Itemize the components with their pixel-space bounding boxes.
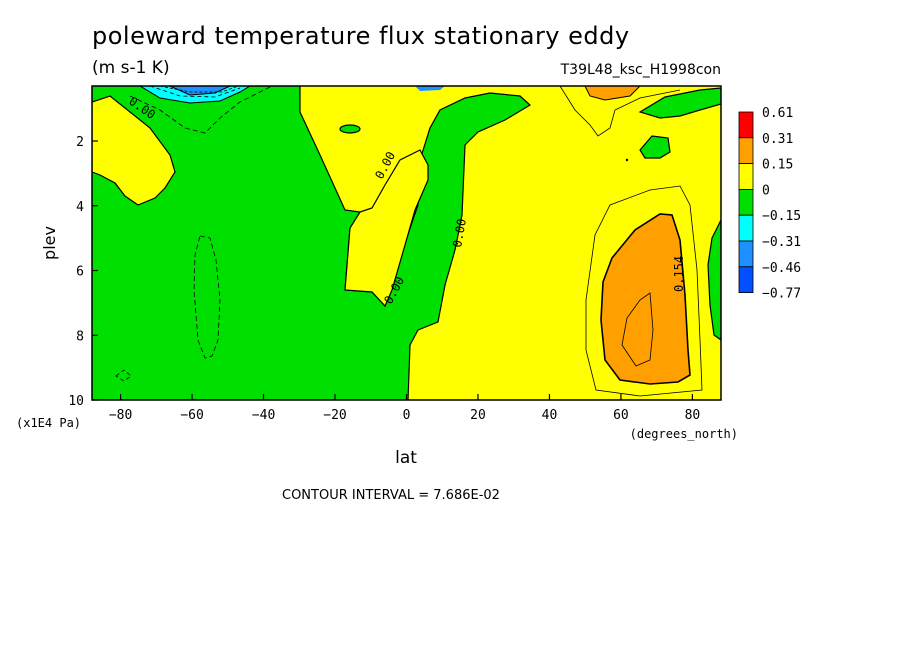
- legend-swatch: [738, 266, 754, 293]
- y-tick-label: 2: [76, 135, 84, 150]
- y-tick-label: 6: [76, 265, 84, 280]
- legend-swatch: [738, 240, 754, 268]
- legend-swatch: [738, 188, 754, 216]
- contour-line-dashed-5: [159, 86, 239, 93]
- y-axis: 2 4 6 8 10: [68, 135, 98, 409]
- contour-interval-label: CONTOUR INTERVAL = 7.686E-02: [282, 488, 500, 503]
- legend-level-label: 0: [762, 183, 770, 198]
- chart-title: poleward temperature flux stationary edd…: [92, 22, 630, 50]
- legend-level-label: −0.77: [762, 287, 801, 302]
- contour-line-positive-inner: [621, 292, 654, 367]
- contour-dot: [625, 158, 629, 162]
- positive-tongue-equator: [344, 149, 429, 308]
- contour-line-dashed-2: [193, 235, 221, 359]
- x-axis-units: (degrees_north): [630, 427, 738, 441]
- very-negative-core: [169, 86, 231, 96]
- x-tick-label: 40: [542, 408, 558, 423]
- legend-level-label: 0.15: [762, 158, 793, 173]
- legend-level-label: −0.46: [762, 261, 801, 276]
- negative-island-1: [339, 124, 361, 134]
- strong-positive-top: [584, 86, 641, 101]
- y-axis-label: plev: [40, 226, 59, 260]
- legend-swatch: [738, 137, 754, 165]
- x-axis-label: lat: [395, 448, 417, 468]
- legend-level-label: 0.61: [762, 106, 793, 121]
- run-label: T39L48_ksc_H1998con: [560, 62, 721, 78]
- contour-line-north-top: [559, 86, 681, 137]
- positive-patch-south: [92, 95, 176, 206]
- y-tick-label: 4: [76, 200, 84, 215]
- contour-line-positive-outer: [585, 185, 703, 397]
- x-tick-label: −60: [180, 408, 203, 423]
- y-tick-label: 8: [76, 329, 84, 344]
- x-tick-label: 0: [403, 408, 411, 423]
- x-tick-label: 20: [470, 408, 486, 423]
- x-tick-label: −20: [323, 408, 346, 423]
- y-axis-units: (x1E4 Pa): [16, 416, 81, 430]
- x-axis: −80 −60 −40 −20 0 20 40 60 80: [109, 394, 700, 423]
- contour-label-max: 0.154: [672, 256, 686, 292]
- legend-level-label: 0.31: [762, 132, 793, 147]
- negative-strip-east: [707, 219, 721, 341]
- strong-positive-max: [600, 213, 691, 385]
- x-tick-label: −80: [109, 408, 132, 423]
- legend-swatch: [738, 111, 754, 139]
- contour-line-dashed-4: [149, 86, 241, 98]
- chart-units: (m s-1 K): [92, 58, 170, 78]
- plot-area: [92, 86, 721, 400]
- legend-level-label: −0.15: [762, 209, 801, 224]
- x-tick-label: 80: [685, 408, 701, 423]
- negative-island-2: [639, 135, 671, 159]
- color-legend: 0.61 0.31 0.15 0 −0.15 −0.31 −0.46 −0.77: [738, 106, 801, 302]
- x-tick-label: 60: [613, 408, 629, 423]
- very-negative-core-2: [415, 86, 445, 91]
- contour-label-zero-3: 0.00: [450, 218, 469, 249]
- legend-swatch: [738, 214, 754, 242]
- negative-strip-north: [638, 87, 721, 119]
- legend-swatch: [738, 163, 754, 190]
- y-tick-label: 10: [68, 394, 84, 409]
- legend-level-label: −0.31: [762, 235, 801, 250]
- contour-line-dashed-3: [115, 369, 132, 382]
- x-tick-label: −40: [252, 408, 275, 423]
